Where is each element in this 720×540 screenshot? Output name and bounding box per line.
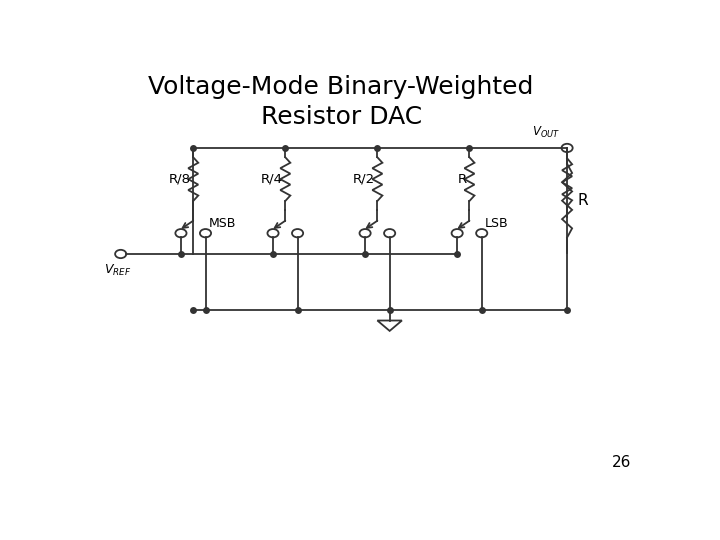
Text: MSB: MSB xyxy=(209,217,236,230)
Text: R: R xyxy=(577,193,588,208)
Text: R: R xyxy=(457,173,467,186)
Text: R/8: R/8 xyxy=(168,173,190,186)
Text: R/2: R/2 xyxy=(353,173,374,186)
Text: $V_{REF}$: $V_{REF}$ xyxy=(104,263,132,278)
Text: Voltage-Mode Binary-Weighted
Resistor DAC: Voltage-Mode Binary-Weighted Resistor DA… xyxy=(148,75,534,129)
Text: LSB: LSB xyxy=(485,217,509,230)
Text: 26: 26 xyxy=(612,455,631,470)
Text: $V_{OUT}$: $V_{OUT}$ xyxy=(532,125,560,140)
Text: R/4: R/4 xyxy=(261,173,282,186)
